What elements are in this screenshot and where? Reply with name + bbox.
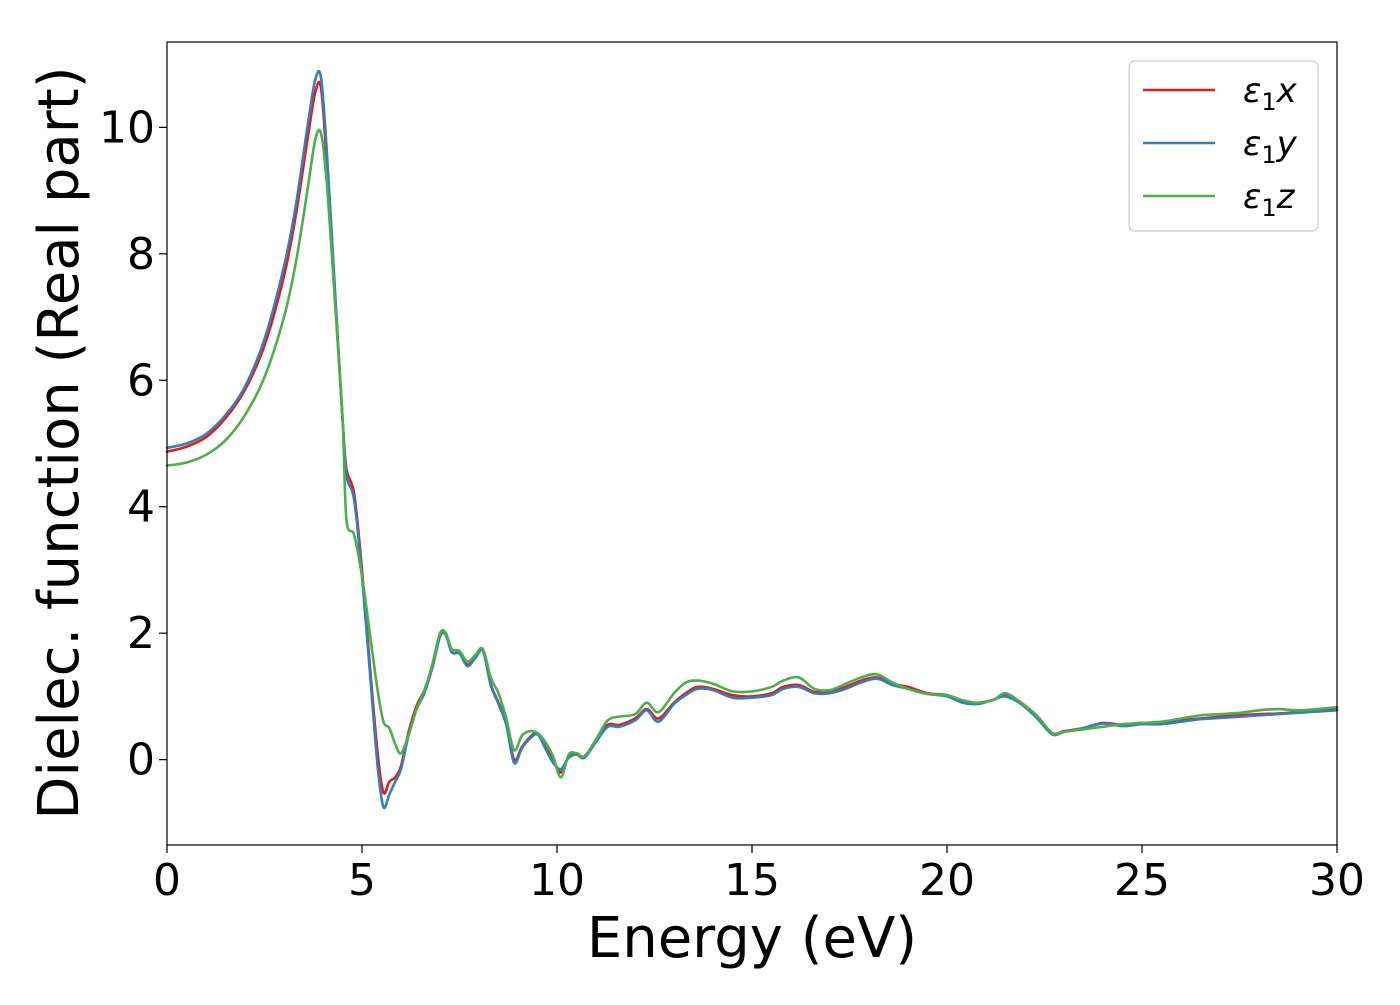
- x-tick-label: 30: [1309, 855, 1365, 906]
- legend: ε1x ε1y ε1z: [1128, 60, 1319, 232]
- legend-label-y: ε1y: [1243, 124, 1298, 169]
- legend-label-x: ε1x: [1243, 71, 1298, 116]
- legend-box: [1128, 60, 1319, 232]
- y-axis-title: Dielec. function (Real part): [27, 66, 92, 819]
- y-tick-label: 2: [127, 608, 155, 659]
- legend-label-z: ε1z: [1243, 177, 1296, 222]
- y-axis: 0 2 4 6 8 10: [99, 102, 167, 786]
- x-tick-label: 5: [348, 855, 376, 906]
- x-tick-label: 15: [724, 855, 780, 906]
- y-tick-label: 6: [127, 355, 155, 406]
- x-tick-label: 20: [919, 855, 975, 906]
- y-tick-label: 8: [127, 229, 155, 280]
- x-tick-label: 0: [153, 855, 181, 906]
- series-line-z: [165, 128, 1339, 779]
- series-layer: [165, 69, 1339, 810]
- x-axis: 0 5 10 15 20 25 30: [153, 845, 1365, 906]
- y-tick-label: 4: [127, 482, 155, 533]
- y-tick-label: 10: [99, 102, 155, 153]
- x-axis-title: Energy (eV): [587, 906, 917, 971]
- x-tick-label: 10: [529, 855, 585, 906]
- x-tick-label: 25: [1114, 855, 1170, 906]
- y-tick-label: 0: [127, 735, 155, 786]
